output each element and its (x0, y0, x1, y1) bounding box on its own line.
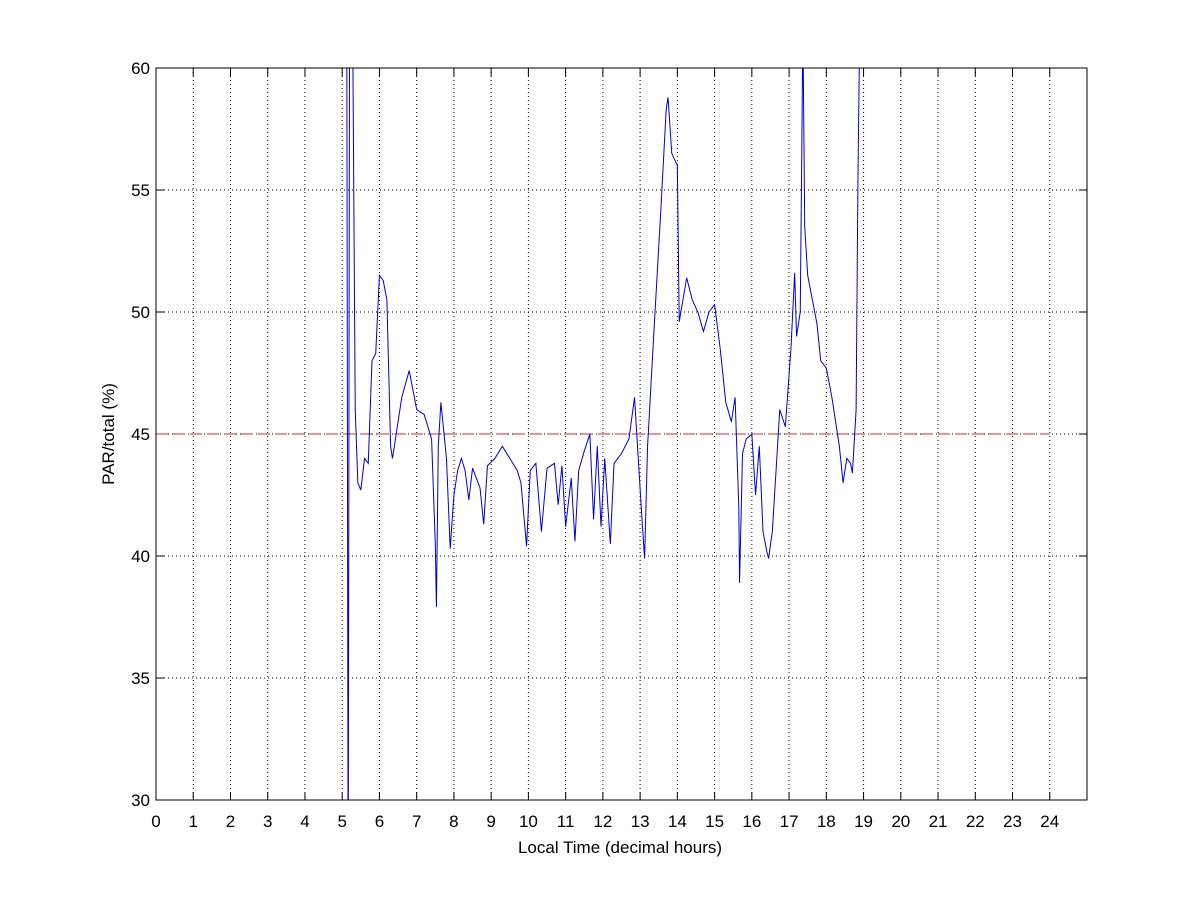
x-tick-label: 5 (337, 812, 346, 831)
x-tick-label: 17 (780, 812, 799, 831)
y-tick-label: 60 (131, 59, 150, 78)
x-tick-label: 10 (519, 812, 538, 831)
x-tick-label: 8 (449, 812, 458, 831)
x-tick-label: 16 (742, 812, 761, 831)
y-tick-label: 35 (131, 669, 150, 688)
x-tick-label: 22 (966, 812, 985, 831)
x-tick-label: 9 (486, 812, 495, 831)
y-tick-label: 45 (131, 425, 150, 444)
plot-area (156, 68, 1050, 800)
y-axis-label: PAR/total (%) (99, 383, 118, 485)
x-tick-label: 23 (1003, 812, 1022, 831)
x-axis-label: Local Time (decimal hours) (518, 838, 722, 857)
y-tick-label: 50 (131, 303, 150, 322)
x-tick-label: 6 (375, 812, 384, 831)
x-tick-label: 4 (300, 812, 309, 831)
x-tick-label: 14 (668, 812, 687, 831)
y-tick-label: 30 (131, 791, 150, 810)
x-tick-label: 15 (705, 812, 724, 831)
x-tick-label: 20 (891, 812, 910, 831)
x-tick-label: 1 (189, 812, 198, 831)
x-tick-label: 2 (226, 812, 235, 831)
x-tick-label: 3 (263, 812, 272, 831)
x-tick-label: 21 (929, 812, 948, 831)
x-tick-label: 24 (1040, 812, 1059, 831)
x-tick-label: 12 (593, 812, 612, 831)
x-tick-label: 13 (631, 812, 650, 831)
x-tick-label: 19 (854, 812, 873, 831)
y-tick-label: 55 (131, 181, 150, 200)
x-tick-label: 0 (151, 812, 160, 831)
plot-frame (155, 67, 1088, 801)
data-line (346, 68, 860, 800)
x-tick-label: 7 (412, 812, 421, 831)
x-tick-label: 18 (817, 812, 836, 831)
y-tick-label: 40 (131, 547, 150, 566)
x-tick-label: 11 (557, 812, 575, 831)
